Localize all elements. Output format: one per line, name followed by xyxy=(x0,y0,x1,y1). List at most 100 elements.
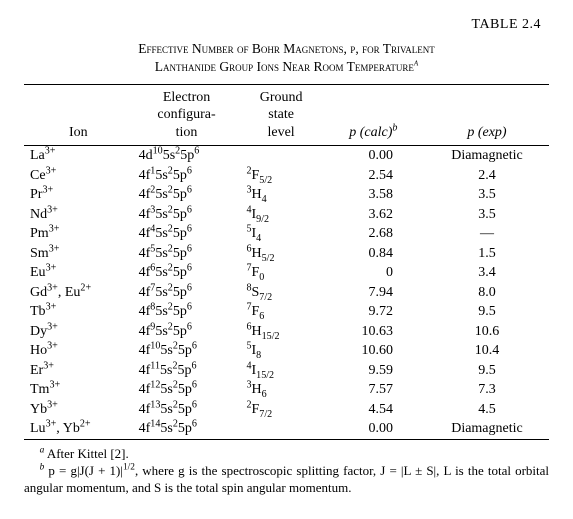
cell-level xyxy=(240,419,321,439)
col-pexp-label: p (exp) xyxy=(467,125,506,140)
cell-level: 5I8 xyxy=(240,341,321,361)
cell-pexp: 10.4 xyxy=(425,341,549,361)
col-ion: Ion xyxy=(24,84,133,146)
table-row: Pr3+4f25s25p63H43.583.5 xyxy=(24,185,549,205)
cell-level: 5I4 xyxy=(240,224,321,244)
cell-pexp: 2.4 xyxy=(425,166,549,186)
cell-pcalc: 3.58 xyxy=(322,185,425,205)
col-config-l3: tion xyxy=(176,125,198,140)
caption-line-2: Lanthanide Group Ions Near Room Temperat… xyxy=(155,59,414,74)
cell-config: 4f85s25p6 xyxy=(133,302,241,322)
cell-pcalc: 9.59 xyxy=(322,361,425,381)
cell-pexp: 7.3 xyxy=(425,380,549,400)
cell-config: 4f25s25p6 xyxy=(133,185,241,205)
cell-pexp: 8.0 xyxy=(425,283,549,303)
cell-pexp: 1.5 xyxy=(425,244,549,264)
cell-pcalc: 3.62 xyxy=(322,205,425,225)
table-row: Pm3+4f45s25p65I42.68— xyxy=(24,224,549,244)
table-row: Sm3+4f55s25p66H5/20.841.5 xyxy=(24,244,549,264)
cell-pexp: Diamagnetic xyxy=(425,146,549,166)
cell-pcalc: 7.94 xyxy=(322,283,425,303)
table-row: Lu3+, Yb2+4f145s25p6 0.00Diamagnetic xyxy=(24,419,549,439)
cell-pexp: Diamagnetic xyxy=(425,419,549,439)
footnote-a: a After Kittel [2]. xyxy=(24,446,549,463)
cell-pexp: 3.4 xyxy=(425,263,549,283)
footnote-a-text: After Kittel [2]. xyxy=(47,446,129,461)
col-config-l1: Electron xyxy=(163,90,210,105)
cell-level: 2F5/2 xyxy=(240,166,321,186)
cell-config: 4d105s25p6 xyxy=(133,146,241,166)
cell-level: 4I15/2 xyxy=(240,361,321,381)
col-pcalc-sup: b xyxy=(392,122,397,133)
cell-pcalc: 0.00 xyxy=(322,419,425,439)
table-caption: Effective Number of Bohr Magnetons, p, f… xyxy=(24,40,549,76)
magnetons-table: Ion Electron configura- tion Ground stat… xyxy=(24,84,549,440)
caption-footnote-marker: a xyxy=(414,57,418,68)
cell-pexp: — xyxy=(425,224,549,244)
cell-ion: Dy3+ xyxy=(24,322,133,342)
table-row: Gd3+, Eu2+4f75s25p68S7/27.948.0 xyxy=(24,283,549,303)
cell-level: 8S7/2 xyxy=(240,283,321,303)
cell-config: 4f65s25p6 xyxy=(133,263,241,283)
cell-config: 4f105s25p6 xyxy=(133,341,241,361)
table-row: Er3+4f115s25p64I15/29.599.5 xyxy=(24,361,549,381)
cell-config: 4f35s25p6 xyxy=(133,205,241,225)
table-body: La3+4d105s25p60.00DiamagneticCe3+4f15s25… xyxy=(24,146,549,440)
cell-ion: Eu3+ xyxy=(24,263,133,283)
cell-level: 4I9/2 xyxy=(240,205,321,225)
cell-ion: Er3+ xyxy=(24,361,133,381)
cell-ion: Ho3+ xyxy=(24,341,133,361)
cell-pcalc: 2.54 xyxy=(322,166,425,186)
cell-pexp: 10.6 xyxy=(425,322,549,342)
caption-line-1: Effective Number of Bohr Magnetons, p, f… xyxy=(138,41,435,56)
cell-level: 2F7/2 xyxy=(240,400,321,420)
table-row: Eu3+4f65s25p67F003.4 xyxy=(24,263,549,283)
cell-config: 4f145s25p6 xyxy=(133,419,241,439)
cell-ion: La3+ xyxy=(24,146,133,166)
cell-ion: Yb3+ xyxy=(24,400,133,420)
col-ground: Ground state level xyxy=(240,84,321,146)
table-row: Dy3+4f95s25p66H15/210.6310.6 xyxy=(24,322,549,342)
col-pcalc-label: p (calc) xyxy=(349,125,392,140)
cell-pexp: 9.5 xyxy=(425,361,549,381)
cell-pexp: 9.5 xyxy=(425,302,549,322)
cell-pexp: 3.5 xyxy=(425,185,549,205)
table-row: Yb3+4f135s25p62F7/24.544.5 xyxy=(24,400,549,420)
cell-level: 3H4 xyxy=(240,185,321,205)
cell-config: 4f135s25p6 xyxy=(133,400,241,420)
table-row: Ho3+4f105s25p65I810.6010.4 xyxy=(24,341,549,361)
cell-ion: Pm3+ xyxy=(24,224,133,244)
cell-level: 7F6 xyxy=(240,302,321,322)
col-pexp: p (exp) xyxy=(425,84,549,146)
col-pcalc: p (calc)b xyxy=(322,84,425,146)
col-config: Electron configura- tion xyxy=(133,84,241,146)
table-row: Nd3+4f35s25p64I9/23.623.5 xyxy=(24,205,549,225)
cell-ion: Nd3+ xyxy=(24,205,133,225)
cell-config: 4f15s25p6 xyxy=(133,166,241,186)
table-row: Ce3+4f15s25p62F5/22.542.4 xyxy=(24,166,549,186)
cell-pcalc: 0.00 xyxy=(322,146,425,166)
cell-ion: Tb3+ xyxy=(24,302,133,322)
cell-level: 6H5/2 xyxy=(240,244,321,264)
footnotes: a After Kittel [2]. b p = g|J(J + 1)|1/2… xyxy=(24,446,549,497)
cell-pcalc: 4.54 xyxy=(322,400,425,420)
table-row: Tb3+4f85s25p67F69.729.5 xyxy=(24,302,549,322)
col-ground-l1: Ground xyxy=(260,90,303,105)
cell-ion: Tm3+ xyxy=(24,380,133,400)
cell-pcalc: 7.57 xyxy=(322,380,425,400)
cell-config: 4f125s25p6 xyxy=(133,380,241,400)
cell-pcalc: 10.60 xyxy=(322,341,425,361)
table-row: La3+4d105s25p6 0.00Diamagnetic xyxy=(24,146,549,166)
cell-ion: Sm3+ xyxy=(24,244,133,264)
cell-level: 3H6 xyxy=(240,380,321,400)
cell-pcalc: 10.63 xyxy=(322,322,425,342)
cell-ion: Gd3+, Eu2+ xyxy=(24,283,133,303)
cell-pcalc: 0.84 xyxy=(322,244,425,264)
cell-config: 4f75s25p6 xyxy=(133,283,241,303)
col-ground-l3: level xyxy=(267,125,294,140)
cell-ion: Lu3+, Yb2+ xyxy=(24,419,133,439)
cell-pcalc: 2.68 xyxy=(322,224,425,244)
table-row: Tm3+4f125s25p63H67.577.3 xyxy=(24,380,549,400)
cell-level: 7F0 xyxy=(240,263,321,283)
cell-ion: Ce3+ xyxy=(24,166,133,186)
